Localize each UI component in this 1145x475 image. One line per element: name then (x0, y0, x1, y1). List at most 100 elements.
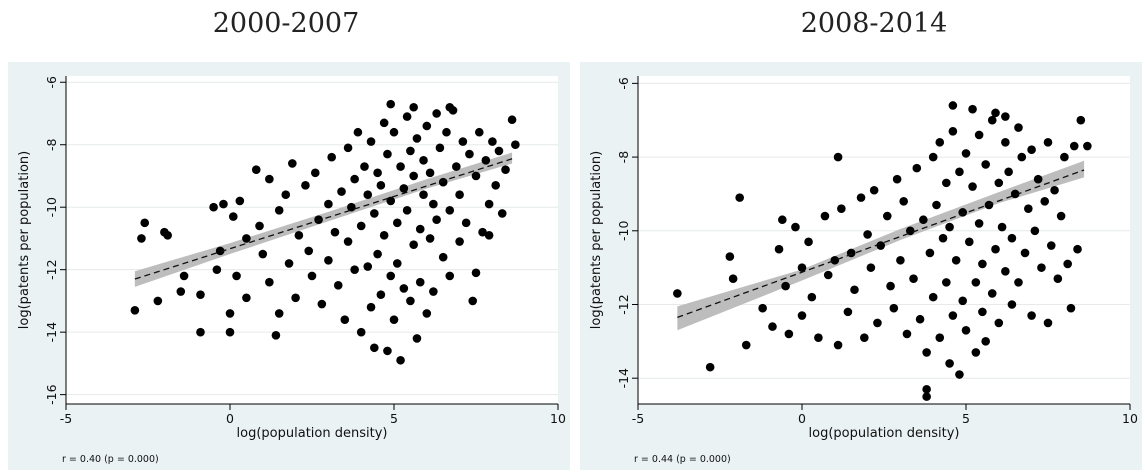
data-point (288, 159, 297, 168)
data-point (438, 252, 448, 262)
data-point (291, 293, 300, 303)
data-point (1024, 204, 1033, 213)
fit-line (134, 158, 513, 280)
data-point (892, 174, 902, 184)
data-point (435, 143, 445, 153)
data-point (850, 285, 859, 295)
data-point (481, 156, 491, 165)
data-point (330, 227, 340, 237)
data-point (1001, 267, 1010, 276)
data-point (350, 174, 359, 184)
correlation-note: r = 0.40 (p = 0.000) (62, 454, 159, 465)
y-tick-label: -12 (616, 294, 631, 314)
data-point (419, 156, 428, 165)
data-point (807, 292, 817, 302)
data-point (392, 259, 402, 268)
data-point (327, 152, 336, 162)
data-point (1010, 189, 1020, 199)
data-point (833, 340, 843, 350)
data-point (225, 327, 235, 337)
data-point (928, 292, 938, 302)
data-point (971, 278, 981, 287)
data-point (219, 199, 228, 209)
data-point (432, 109, 441, 118)
data-point (1066, 303, 1076, 313)
data-point (383, 346, 392, 356)
data-point (353, 127, 363, 137)
data-point (196, 290, 205, 299)
x-tick-label: 10 (1122, 411, 1138, 426)
data-point (409, 171, 418, 181)
data-point (209, 202, 218, 212)
data-point (228, 212, 238, 221)
x-axis-title: log(population density) (809, 426, 960, 441)
data-point (415, 224, 425, 234)
data-point (919, 215, 928, 225)
data-point (942, 278, 951, 287)
data-point (833, 152, 843, 162)
data-point (379, 118, 389, 128)
data-point (863, 230, 872, 239)
data-point (274, 309, 284, 318)
panel-title-2000-2007: 2000-2007 (212, 8, 360, 39)
data-point (294, 231, 304, 240)
data-point (501, 165, 510, 175)
y-axis-title: log(patents per population) (589, 151, 604, 329)
data-point (673, 289, 682, 298)
data-point (494, 146, 504, 156)
data-point (1053, 274, 1063, 283)
data-point (1027, 311, 1036, 320)
data-point (961, 149, 971, 158)
data-point (1001, 138, 1010, 147)
data-point (356, 221, 366, 231)
data-point (735, 193, 744, 202)
data-point (797, 263, 807, 272)
data-point (912, 163, 922, 173)
data-point (468, 296, 478, 306)
data-point (274, 206, 284, 215)
x-tick-label: -5 (60, 411, 72, 426)
data-point (1020, 248, 1030, 258)
data-point (964, 237, 974, 247)
data-point (932, 200, 941, 210)
data-point (376, 181, 386, 190)
data-point (1043, 138, 1053, 147)
data-point (1027, 145, 1036, 155)
data-point (340, 315, 350, 324)
data-point (1040, 197, 1050, 206)
data-point (1073, 244, 1082, 254)
data-point (1001, 112, 1010, 121)
x-axis-title: log(population density) (237, 426, 388, 441)
data-point (399, 284, 409, 293)
data-point (484, 199, 494, 209)
data-point (402, 112, 412, 121)
data-point (242, 293, 251, 303)
correlation-note: r = 0.44 (p = 0.000) (634, 454, 731, 465)
x-tick-label: 0 (226, 411, 234, 426)
y-tick-label: -12 (44, 259, 59, 279)
panel-title-2008-2014: 2008-2014 (800, 8, 948, 39)
data-point (422, 309, 432, 318)
data-point (705, 362, 715, 372)
data-point (458, 137, 468, 146)
data-point (310, 168, 320, 178)
data-point (491, 181, 500, 190)
data-point (383, 149, 392, 159)
data-point (1007, 233, 1017, 243)
data-point (991, 244, 1000, 254)
data-point (343, 237, 353, 246)
data-point (415, 277, 425, 287)
data-point (474, 127, 484, 137)
y-tick-label: -6 (44, 76, 59, 89)
data-point (370, 343, 379, 353)
data-point (373, 168, 382, 178)
data-point (968, 182, 977, 191)
data-point (432, 215, 441, 224)
data-point (814, 333, 823, 342)
data-point (935, 333, 945, 342)
data-point (379, 231, 389, 240)
data-point (389, 127, 399, 137)
data-point (804, 237, 813, 247)
data-point (1046, 241, 1056, 250)
data-point (1017, 152, 1027, 162)
